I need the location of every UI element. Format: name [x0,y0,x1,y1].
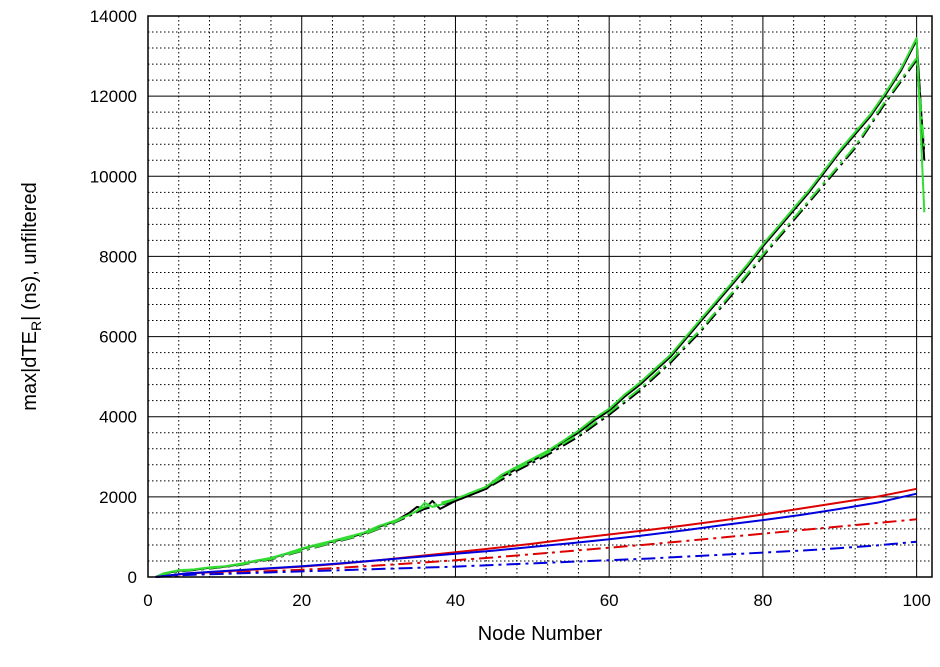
plot-frame [147,15,933,578]
x-tick-label: 100 [902,591,930,610]
series-line-4 [155,57,926,578]
y-axis-title-subscript: R [28,321,44,331]
y-tick-label: 8000 [99,247,137,266]
y-tick-label: 12000 [90,87,137,106]
x-tick-label: 20 [292,591,311,610]
y-tick-label: 14000 [90,7,137,26]
series-line-2 [155,59,926,578]
series-line-3 [155,37,926,578]
y-tick-label: 0 [128,568,137,587]
y-axis-title-prefix: max|dTE [19,331,41,411]
series-line-8 [155,540,917,578]
y-tick-label: 2000 [99,488,137,507]
x-tick-label: 40 [446,591,465,610]
x-tick-label: 60 [600,591,619,610]
grid [147,15,932,578]
y-axis-title: max|dTER| (ns), unfiltered [19,182,44,410]
series-group [155,37,926,578]
y-tick-label: 10000 [90,167,137,186]
series-line-6 [155,518,917,578]
x-tick-labels: 0 20 40 60 80 100 [143,591,931,610]
x-axis-title: Node Number [478,623,603,645]
series-line-7 [155,492,917,578]
y-tick-label: 4000 [99,408,137,427]
y-axis-title-suffix: | (ns), unfiltered [19,182,41,321]
x-tick-label: 0 [143,591,152,610]
y-tick-labels: 0 2000 4000 6000 8000 10000 12000 14000 [90,7,137,587]
x-tick-label: 80 [753,591,772,610]
y-tick-label: 6000 [99,328,137,347]
